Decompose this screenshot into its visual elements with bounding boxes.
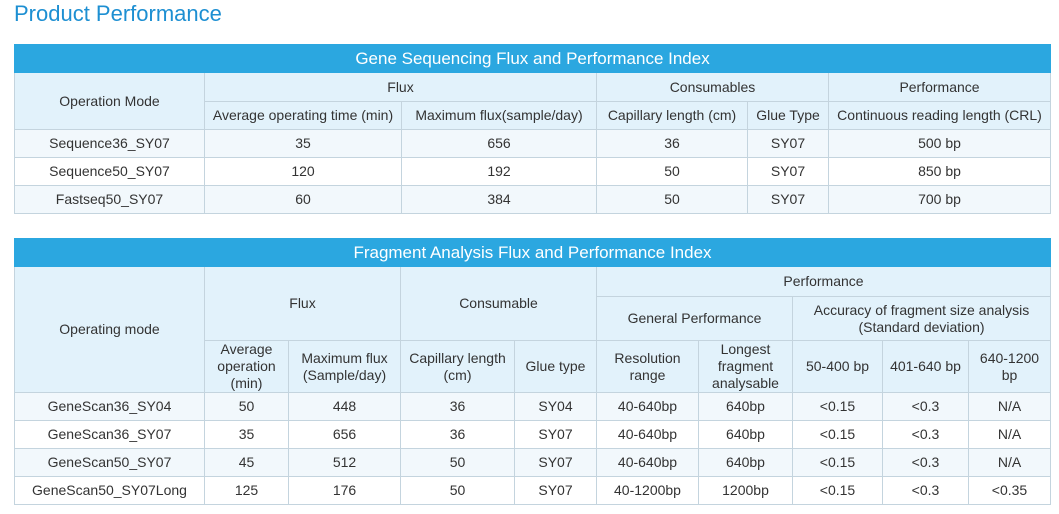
cell: 50	[596, 157, 748, 186]
cell: N/A	[968, 420, 1051, 449]
cell: SY04	[514, 392, 597, 421]
header-cell: Consumables	[596, 72, 829, 102]
cell: 50	[400, 448, 515, 477]
header-cell: Longest fragment analysable	[698, 340, 793, 393]
header-cell: 640-1200 bp	[968, 340, 1051, 393]
cell: 50	[596, 185, 748, 214]
cell: 45	[204, 448, 289, 477]
cell: 60	[204, 185, 402, 214]
cell: 40-640bp	[596, 392, 699, 421]
cell: 40-1200bp	[596, 476, 699, 505]
cell: <0.15	[792, 420, 883, 449]
header-cell: Consumable	[400, 266, 597, 341]
cell: 40-640bp	[596, 448, 699, 477]
table-row: Sequence50_SY07 120 192 50 SY07 850 bp	[14, 157, 1052, 186]
header-cell: Operating mode	[14, 266, 205, 393]
cell: 40-640bp	[596, 420, 699, 449]
cell: 36	[596, 129, 748, 158]
header-cell: Average operating time (min)	[204, 101, 402, 130]
cell: 1200bp	[698, 476, 793, 505]
cell: GeneScan50_SY07Long	[14, 476, 205, 505]
header-cell: Maximum flux (Sample/day)	[288, 340, 401, 393]
cell: <0.15	[792, 476, 883, 505]
cell: 656	[288, 420, 401, 449]
cell: 50	[204, 392, 289, 421]
cell: Sequence36_SY07	[14, 129, 205, 158]
header-cell: Resolution range	[596, 340, 699, 393]
cell: 384	[401, 185, 597, 214]
page-title: Product Performance	[14, 1, 222, 26]
table-row: GeneScan50_SY07Long 125 176 50 SY07 40-1200bp…	[14, 476, 1051, 505]
header-cell: Capillary length (cm)	[596, 101, 748, 130]
cell: <0.35	[968, 476, 1051, 505]
cell: 850 bp	[827, 157, 1052, 186]
cell: 176	[288, 476, 401, 505]
cell: <0.15	[792, 392, 883, 421]
cell: 50	[400, 476, 515, 505]
cell: GeneScan50_SY07	[14, 448, 205, 477]
cell: SY07	[747, 185, 829, 214]
header-cell: Performance	[596, 266, 1051, 297]
header-cell: Maximum flux(sample/day)	[401, 101, 597, 130]
cell: 512	[288, 448, 401, 477]
header-cell: Flux	[204, 266, 401, 341]
header-cell: 50-400 bp	[792, 340, 883, 393]
header-cell: Capillary length (cm)	[400, 340, 515, 393]
table-row: GeneScan36_SY07 35 656 36 SY07 40-640bp 640bp <…	[14, 420, 1051, 449]
cell: Sequence50_SY07	[14, 157, 205, 186]
cell: 36	[400, 420, 515, 449]
cell: SY07	[514, 420, 597, 449]
cell: 700 bp	[827, 185, 1052, 214]
table-title: Fragment Analysis Flux and Performance I…	[14, 238, 1051, 267]
table-title: Gene Sequencing Flux and Performance Ind…	[13, 44, 1052, 73]
cell: <0.3	[882, 476, 969, 505]
cell: <0.15	[792, 448, 883, 477]
cell: GeneScan36_SY07	[14, 420, 205, 449]
cell: 35	[204, 129, 402, 158]
cell: 125	[204, 476, 289, 505]
cell: Fastseq50_SY07	[14, 185, 205, 214]
header-cell: Operation Mode	[14, 72, 205, 130]
header-cell: General Performance	[596, 296, 793, 341]
cell: 500 bp	[827, 129, 1052, 158]
cell: 640bp	[698, 420, 793, 449]
cell: 640bp	[698, 392, 793, 421]
cell: SY07	[747, 157, 829, 186]
cell: GeneScan36_SY04	[14, 392, 205, 421]
cell: N/A	[968, 392, 1051, 421]
header-cell: Glue type	[514, 340, 597, 393]
table: Gene Sequencing Flux and Performance Ind…	[13, 44, 1052, 214]
cell: N/A	[968, 448, 1051, 477]
cell: <0.3	[882, 420, 969, 449]
cell: 192	[401, 157, 597, 186]
cell: 36	[400, 392, 515, 421]
header-cell: Performance	[827, 72, 1052, 102]
cell: 656	[401, 129, 597, 158]
cell: 640bp	[698, 448, 793, 477]
table-row: Fastseq50_SY07 60 384 50 SY07 700 bp	[14, 185, 1052, 214]
header-cell: Flux	[204, 72, 597, 102]
cell: <0.3	[882, 448, 969, 477]
header-cell: Accuracy of fragment size analysis (Stan…	[792, 296, 1051, 341]
header-cell: Glue Type	[747, 101, 829, 130]
cell: 120	[204, 157, 402, 186]
table: Fragment Analysis Flux and Performance I…	[14, 238, 1051, 505]
cell: SY07	[514, 448, 597, 477]
header-cell: Continuous reading length (CRL)	[827, 101, 1052, 130]
cell: SY07	[514, 476, 597, 505]
table-row: GeneScan50_SY07 45 512 50 SY07 40-640bp 640bp <…	[14, 448, 1051, 477]
cell: <0.3	[882, 392, 969, 421]
header-cell: 401-640 bp	[882, 340, 969, 393]
cell: 448	[288, 392, 401, 421]
table-row: GeneScan36_SY04 50 448 36 SY04 40-640bp 640bp <…	[14, 392, 1051, 421]
header-cell: Average operation (min)	[204, 340, 289, 393]
cell: 35	[204, 420, 289, 449]
table-row: Sequence36_SY07 35 656 36 SY07 500 bp	[14, 129, 1052, 158]
cell: SY07	[747, 129, 829, 158]
